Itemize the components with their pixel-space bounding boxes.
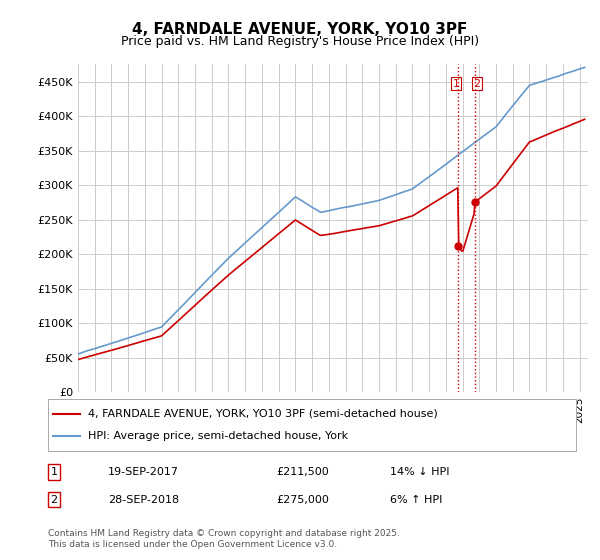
Text: 6% ↑ HPI: 6% ↑ HPI bbox=[390, 494, 442, 505]
Text: 1: 1 bbox=[50, 467, 58, 477]
Text: 2: 2 bbox=[473, 79, 481, 88]
Text: 4, FARNDALE AVENUE, YORK, YO10 3PF (semi-detached house): 4, FARNDALE AVENUE, YORK, YO10 3PF (semi… bbox=[88, 409, 437, 419]
Text: HPI: Average price, semi-detached house, York: HPI: Average price, semi-detached house,… bbox=[88, 431, 348, 441]
Text: 4, FARNDALE AVENUE, YORK, YO10 3PF: 4, FARNDALE AVENUE, YORK, YO10 3PF bbox=[133, 22, 467, 38]
Text: Price paid vs. HM Land Registry's House Price Index (HPI): Price paid vs. HM Land Registry's House … bbox=[121, 35, 479, 48]
Text: Contains HM Land Registry data © Crown copyright and database right 2025.
This d: Contains HM Land Registry data © Crown c… bbox=[48, 529, 400, 549]
Text: 19-SEP-2017: 19-SEP-2017 bbox=[108, 467, 179, 477]
Text: 14% ↓ HPI: 14% ↓ HPI bbox=[390, 467, 449, 477]
Text: £211,500: £211,500 bbox=[276, 467, 329, 477]
Text: 1: 1 bbox=[452, 79, 460, 88]
Text: £275,000: £275,000 bbox=[276, 494, 329, 505]
Text: 2: 2 bbox=[50, 494, 58, 505]
Text: 28-SEP-2018: 28-SEP-2018 bbox=[108, 494, 179, 505]
